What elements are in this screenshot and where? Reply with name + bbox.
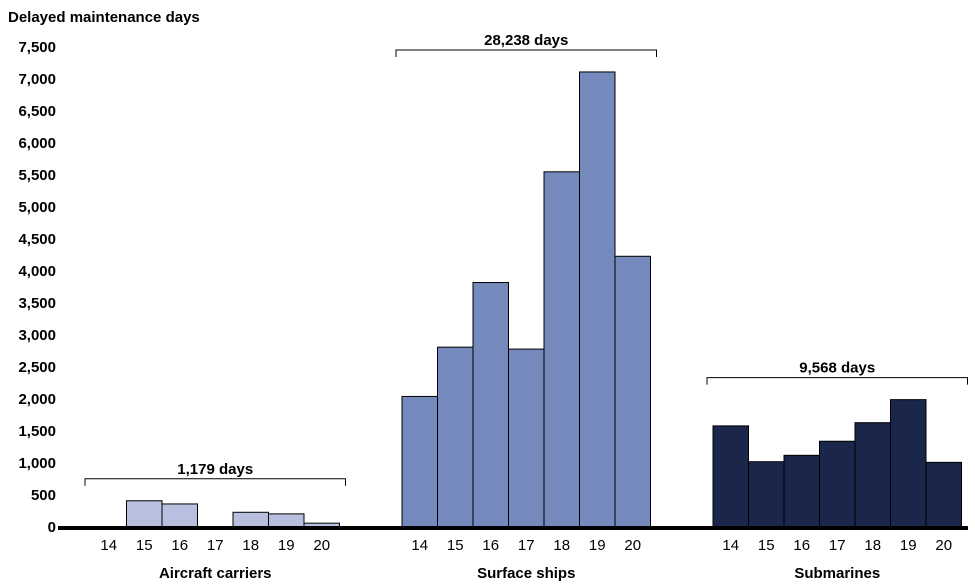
group-total-label: 9,568 days [799,360,875,377]
group-label: Submarines [794,565,880,582]
x-tick-label: 15 [758,537,775,554]
bar [543,171,580,528]
group-total-label: 1,179 days [177,461,253,478]
x-tick-label: 18 [242,537,259,554]
x-tick-label: 17 [207,537,224,554]
x-tick-label: 16 [171,537,188,554]
bar [614,255,651,528]
bar [748,461,785,528]
group-label: Surface ships [477,565,575,582]
y-tick-label: 2,000 [18,391,56,408]
y-tick-label: 4,500 [18,231,56,248]
x-tick-label: 18 [864,537,881,554]
bar [508,348,545,528]
y-tick-label: 7,000 [18,71,56,88]
x-tick-label: 20 [624,537,641,554]
bar [268,513,305,528]
x-tick-label: 16 [482,537,499,554]
bar [712,425,749,528]
bar [819,440,856,528]
group-label: Aircraft carriers [159,565,272,582]
x-tick-label: 14 [100,537,117,554]
y-tick-label: 500 [31,487,56,504]
bar-group: 14 15 16 17 18 19 20 Aircraft carriers 1,179 day… [84,461,346,582]
x-tick-label: 14 [411,537,428,554]
total-bracket [395,49,657,57]
y-tick-label: 7,500 [18,39,56,56]
bar [437,346,474,528]
group-total-label: 28,238 days [484,32,568,49]
x-tick-label: 14 [722,537,739,554]
x-tick-label: 15 [136,537,153,554]
y-tick-label: 5,000 [18,199,56,216]
x-tick-label: 18 [553,537,570,554]
y-tick-label: 2,500 [18,359,56,376]
x-tick-label: 17 [829,537,846,554]
y-tick-label: 6,500 [18,103,56,120]
x-tick-label: 20 [935,537,952,554]
y-tick-label: 3,000 [18,327,56,344]
x-tick-label: 19 [900,537,917,554]
bar [126,500,163,528]
y-axis-ticks: 0 500 1,000 1,500 2,000 2,500 3,000 3,500 4,000 4… [18,39,56,536]
y-tick-label: 3,500 [18,295,56,312]
y-tick-label: 4,000 [18,263,56,280]
total-bracket [84,478,346,486]
x-tick-label: 15 [447,537,464,554]
x-tick-label: 17 [518,537,535,554]
bar [890,399,927,528]
x-tick-label: 19 [589,537,606,554]
y-tick-label: 1,000 [18,455,56,472]
bar [232,511,269,528]
total-bracket [706,377,968,385]
y-tick-label: 1,500 [18,423,56,440]
x-tick-label: 19 [278,537,295,554]
bar [161,503,198,528]
bar [854,422,891,528]
bar [783,454,820,528]
y-tick-label: 5,500 [18,167,56,184]
x-tick-label: 20 [313,537,330,554]
x-tick-label: 16 [793,537,810,554]
bar-group: 14 15 16 17 18 19 20 Submarines 9,568 days [706,360,968,582]
y-tick-label: 0 [48,519,56,536]
y-tick-label: 6,000 [18,135,56,152]
bar [472,282,509,528]
bar [925,461,962,528]
bar-groups: 14 15 16 17 18 19 20 Aircraft carriers 1,179 day… [84,32,968,582]
bar [579,71,616,528]
y-axis-title: Delayed maintenance days [8,9,200,26]
bar [401,395,438,528]
bar-group: 14 15 16 17 18 19 20 Surface ships 28,238 days [395,32,657,582]
